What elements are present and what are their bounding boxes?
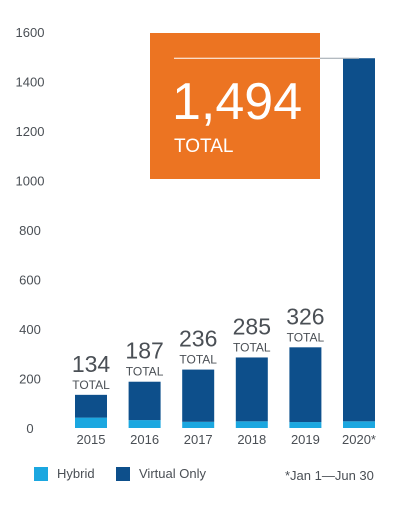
y-tick-label: 800 [19, 223, 41, 238]
bar-hybrid-2016 [128, 420, 161, 428]
x-tick-label: 2016 [130, 432, 159, 447]
bar-hybrid-2017 [182, 421, 215, 428]
total-word-2019: TOTAL [287, 330, 325, 344]
bar-virtual-only-2019 [289, 347, 322, 423]
legend-item-virtual-only: Virtual Only [116, 466, 206, 481]
bar-virtual-only-2020 [343, 58, 375, 422]
x-tick-label: 2018 [237, 432, 266, 447]
callout-box [150, 33, 320, 179]
bar-virtual-only-2017 [182, 369, 215, 422]
bar-hybrid-2018 [235, 421, 268, 428]
x-tick-label: 2020* [342, 432, 376, 447]
callout-total-word: TOTAL [174, 136, 233, 157]
bar-virtual-only-2016 [128, 381, 161, 421]
x-tick-label: 2015 [77, 432, 106, 447]
y-tick-label: 1000 [16, 174, 45, 189]
y-tick-label: 600 [19, 273, 41, 288]
total-word-2016: TOTAL [126, 365, 164, 379]
bar-hybrid-2015 [75, 417, 107, 428]
bar-hybrid-2019 [289, 422, 322, 428]
y-tick-label: 1400 [16, 75, 45, 90]
total-value-2018: 285 [233, 313, 271, 339]
total-value-2016: 187 [125, 338, 163, 364]
x-axis: 2015 2016 2017 2018 2019 2020* [77, 432, 376, 447]
total-word-2018: TOTAL [233, 340, 271, 354]
total-value-2015: 134 [72, 351, 111, 377]
x-tick-label: 2019 [291, 432, 320, 447]
y-tick-label: 0 [26, 421, 33, 436]
bar-virtual-only-2015 [75, 394, 107, 418]
total-value-2017: 236 [179, 326, 217, 352]
footnote: *Jan 1—Jun 30 [285, 468, 374, 483]
y-tick-label: 1600 [16, 25, 45, 40]
legend-swatch-virtual-only [116, 466, 130, 481]
highlight-callout: 1,494 TOTAL [150, 33, 359, 179]
total-value-2019: 326 [286, 303, 324, 329]
legend-label-hybrid: Hybrid [57, 466, 95, 481]
legend-label-virtual-only: Virtual Only [139, 466, 206, 481]
total-word-2015: TOTAL [72, 378, 110, 392]
legend-item-hybrid: Hybrid [34, 466, 95, 481]
legend: Hybrid Virtual Only *Jan 1—Jun 30 [0, 466, 400, 490]
bars [75, 58, 375, 428]
y-tick-label: 400 [19, 322, 41, 337]
callout-total-value: 1,494 [172, 73, 302, 131]
y-axis: 0 200 400 600 800 1000 1200 1400 1600 [16, 25, 45, 436]
y-tick-label: 200 [19, 372, 41, 387]
total-word-2017: TOTAL [179, 353, 217, 367]
x-tick-label: 2017 [184, 432, 213, 447]
y-tick-label: 1200 [16, 124, 45, 139]
legend-swatch-hybrid [34, 466, 48, 481]
bar-virtual-only-2018 [235, 357, 268, 422]
bar-hybrid-2020 [343, 421, 375, 428]
